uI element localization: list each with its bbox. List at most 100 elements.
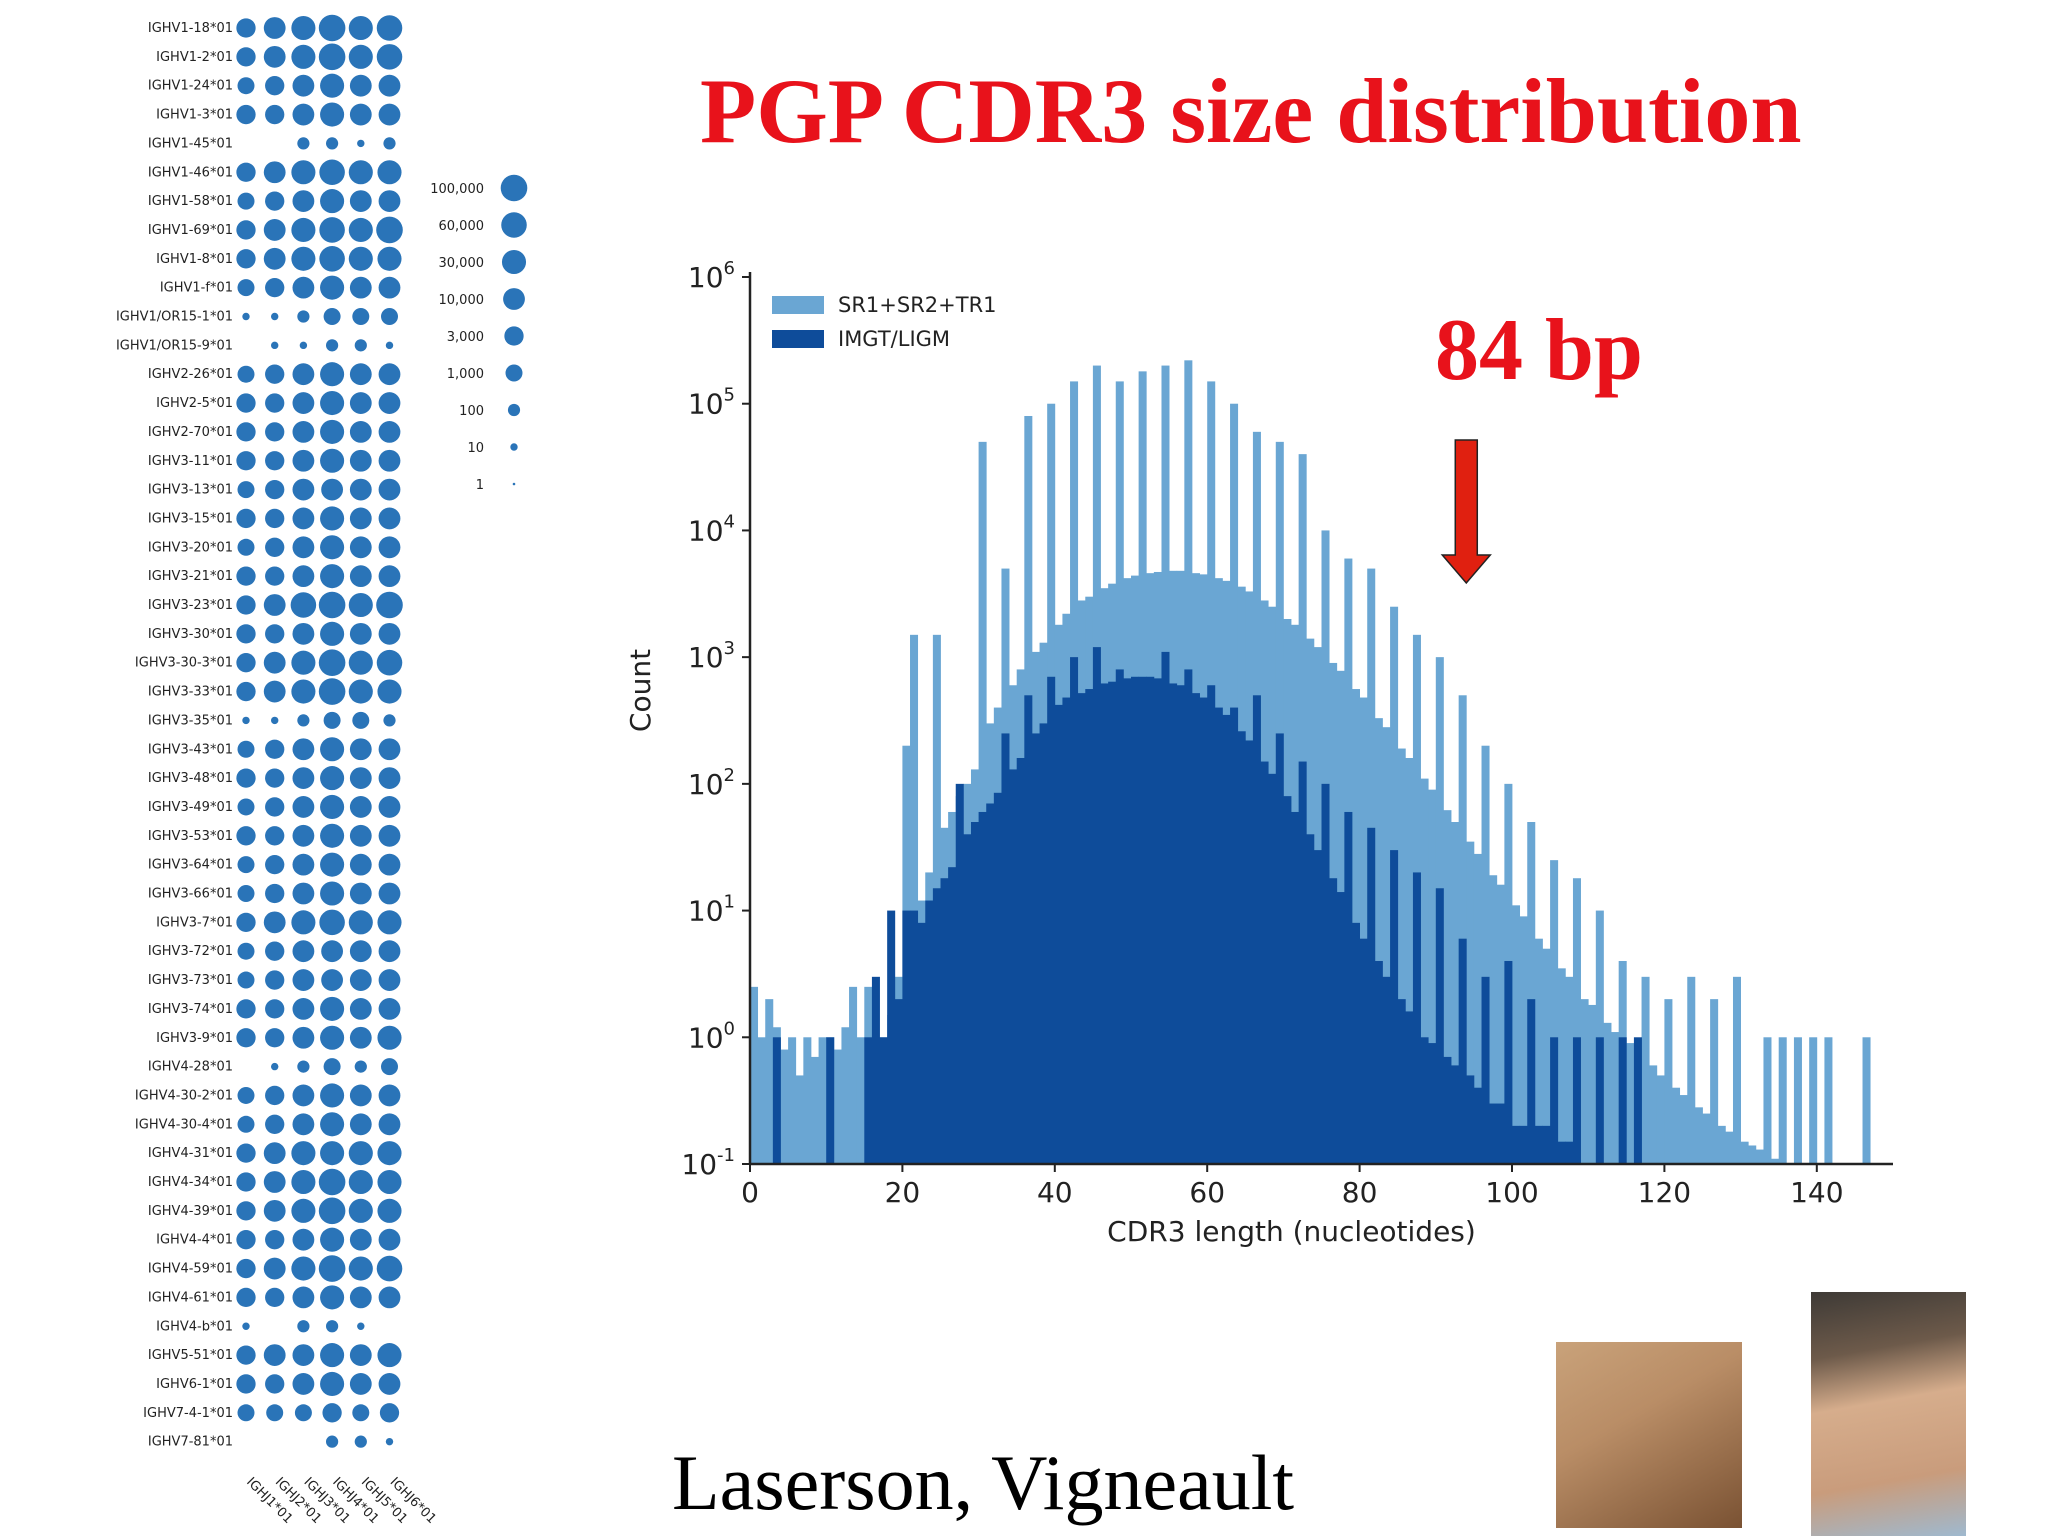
bubble [349, 1344, 372, 1366]
v-gene-label: IGHV3-33*01 [148, 685, 233, 700]
slide-title: PGP CDR3 size distribution [700, 60, 1802, 162]
bubble [349, 449, 372, 472]
bubble [378, 1084, 401, 1107]
size-legend-label: 1 [476, 478, 484, 493]
histogram-bar [1481, 976, 1490, 1164]
bubble [265, 451, 285, 471]
bubble [265, 826, 285, 846]
size-legend-label: 3,000 [447, 330, 484, 345]
histogram-bar [1214, 707, 1223, 1164]
bubble [318, 591, 346, 619]
v-gene-label: IGHV1-69*01 [148, 223, 233, 238]
bubble [291, 15, 316, 41]
histogram-bar [1351, 922, 1360, 1164]
v-gene-label: IGHV3-23*01 [148, 598, 233, 613]
bubble [265, 855, 285, 875]
v-gene-label: IGHV4-31*01 [148, 1146, 233, 1161]
y-axis-label: Count [624, 649, 657, 732]
histogram-bar [963, 834, 972, 1164]
bubble [320, 996, 345, 1021]
bubble [320, 794, 345, 819]
histogram-bar [1687, 976, 1696, 1164]
bubble [271, 341, 279, 350]
bubble [292, 1113, 315, 1136]
bubble [349, 536, 372, 559]
bubble [378, 969, 401, 991]
histogram-bar [1275, 733, 1284, 1164]
bubble [320, 535, 345, 560]
bubble [320, 737, 345, 762]
histogram-bar [1382, 976, 1391, 1164]
v-gene-label: IGHV1-45*01 [148, 136, 233, 151]
bubble [377, 679, 402, 704]
histogram-bar [1473, 853, 1482, 1164]
histogram-bar [970, 822, 979, 1164]
histogram-bar [1565, 976, 1574, 1164]
bubble [319, 217, 345, 243]
bubble [236, 768, 256, 788]
histogram-bar [1611, 1032, 1620, 1164]
bubble [263, 17, 286, 39]
histogram-bar [1260, 761, 1269, 1164]
bubble [378, 940, 401, 963]
histogram-bar [1420, 778, 1429, 1164]
histogram-bar [1740, 1141, 1749, 1164]
v-gene-label: IGHV1-46*01 [148, 165, 233, 180]
size-legend-bubble [501, 212, 527, 238]
bubble [349, 882, 372, 905]
bubble [326, 1435, 339, 1448]
bubble [292, 190, 315, 213]
histogram-bar [1725, 1131, 1734, 1164]
bubble [291, 1141, 316, 1166]
histogram-bar [1565, 1141, 1574, 1164]
bubble [378, 421, 401, 443]
histogram-bar [1062, 697, 1071, 1164]
size-legend-bubble [512, 482, 516, 486]
histogram-bar [1153, 678, 1162, 1164]
histogram-bar [1641, 976, 1650, 1164]
bubble [377, 246, 402, 271]
histogram-bar [1405, 757, 1414, 1164]
y-tick-label: 104 [688, 511, 735, 547]
histogram-bar [1138, 676, 1147, 1164]
x-tick-label: 80 [1342, 1176, 1378, 1209]
bubble [237, 192, 255, 210]
annotation-arrow [1440, 439, 1492, 585]
bubble [294, 1404, 312, 1422]
histogram-bar [1458, 695, 1467, 1164]
histogram-bar [1428, 789, 1437, 1164]
bubble [323, 711, 341, 729]
v-gene-label: IGHV3-11*01 [148, 454, 233, 469]
bubble [263, 651, 286, 674]
v-gene-label: IGHV2-70*01 [148, 425, 233, 440]
bubble [236, 1028, 256, 1048]
histogram-bar [1466, 841, 1475, 1164]
bubble [271, 716, 279, 725]
bubble [236, 1258, 256, 1279]
histogram-bar [1306, 834, 1315, 1164]
histogram-bar [750, 986, 759, 1164]
v-gene-label: IGHV3-48*01 [148, 771, 233, 786]
histogram-bar [1732, 976, 1741, 1164]
bubble [320, 1285, 345, 1310]
histogram-bar [1298, 761, 1307, 1164]
bubble [236, 422, 256, 442]
bubble [348, 1169, 373, 1195]
bubble [263, 680, 286, 703]
bubble [348, 15, 373, 41]
bubble [318, 14, 346, 42]
bubble [292, 1286, 315, 1309]
bubble [265, 768, 285, 788]
bubble [349, 1084, 372, 1107]
bubble [378, 1373, 401, 1395]
histogram-bar [1207, 685, 1216, 1164]
bubble [320, 275, 345, 300]
bubble [292, 478, 315, 501]
histogram-bar [1161, 651, 1170, 1164]
histogram-bar [1451, 822, 1460, 1164]
histogram-bar [1321, 783, 1330, 1164]
histogram-bar [1009, 769, 1018, 1164]
size-legend-label: 60,000 [439, 219, 485, 234]
histogram-bar [1694, 1107, 1703, 1164]
bubble [348, 160, 373, 185]
